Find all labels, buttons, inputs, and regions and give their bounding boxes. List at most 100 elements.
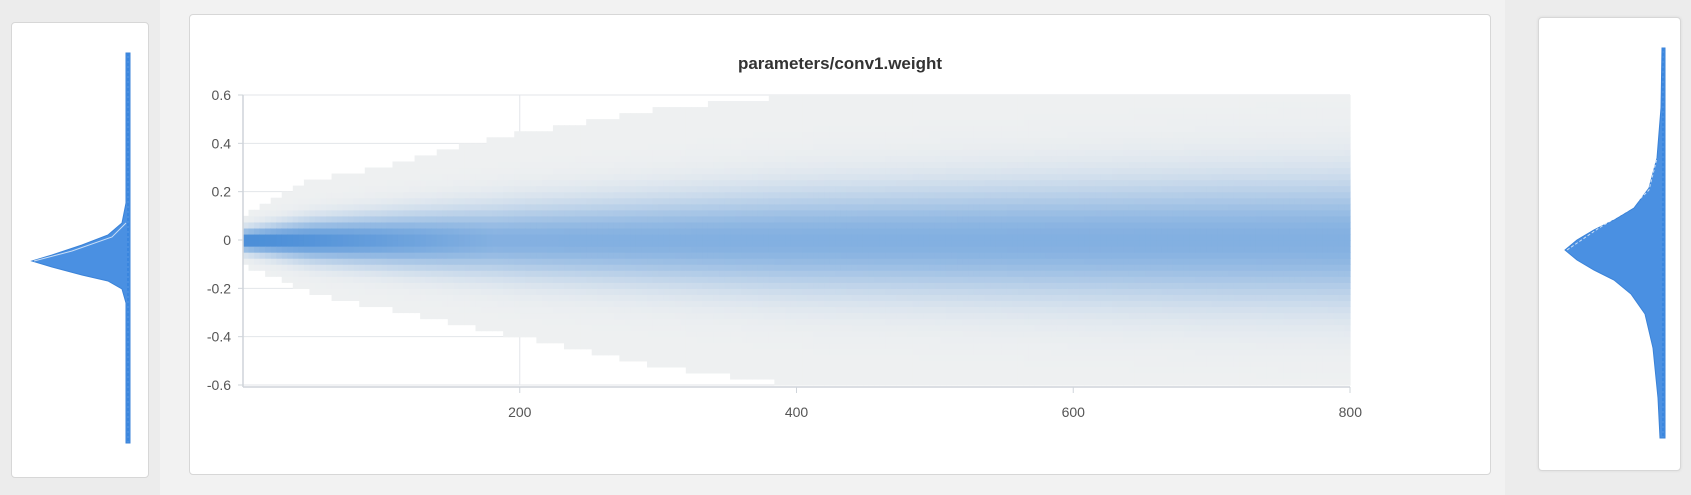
heatmap-cell <box>514 330 521 338</box>
heatmap-cell <box>558 131 565 138</box>
heatmap-cell <box>746 252 753 259</box>
first-step-histogram-panel[interactable] <box>11 22 149 478</box>
heatmap-cell <box>492 227 499 235</box>
heatmap-cell <box>696 113 704 120</box>
heatmap-cell <box>519 191 526 199</box>
heatmap-cell <box>564 336 571 344</box>
heatmap-cell <box>619 221 626 229</box>
heatmap-cell <box>635 300 643 308</box>
heatmap-cell <box>680 324 687 332</box>
heatmap-cell <box>403 258 410 265</box>
heatmap-cell <box>929 167 936 175</box>
heatmap-cell <box>973 270 980 277</box>
heatmap-cell <box>602 155 609 163</box>
heatmap-cell <box>885 221 892 229</box>
heatmap-cell <box>564 233 571 241</box>
heatmap-cell <box>696 155 704 163</box>
heatmap-cell <box>763 330 770 338</box>
heatmap-cell <box>375 288 382 295</box>
heatmap-cell <box>497 246 504 253</box>
heatmap-cell <box>929 354 936 362</box>
heatmap-cell <box>547 215 554 223</box>
heatmap-cell <box>752 264 759 271</box>
heatmap-cell <box>746 221 753 229</box>
heatmap-cell <box>508 264 515 271</box>
heatmap-cell <box>824 312 831 320</box>
heatmap-cell <box>492 276 499 283</box>
heatmap-cell <box>735 342 742 350</box>
heatmap-cell <box>652 354 659 362</box>
heatmap-cell <box>580 227 587 235</box>
heatmap-cell <box>774 143 781 150</box>
heatmap-cell <box>254 252 261 259</box>
heatmap-cell <box>840 233 847 241</box>
heatmap-cell <box>497 300 504 308</box>
heatmap-cell <box>984 167 991 175</box>
heatmap-cell <box>353 252 360 259</box>
heatmap-cell <box>851 155 858 163</box>
heatmap-cell <box>741 125 748 132</box>
heatmap-cell <box>674 179 681 187</box>
heatmap-cell <box>464 318 471 326</box>
heatmap-cell <box>647 240 654 247</box>
heatmap-cell <box>968 288 975 295</box>
heatmap-cell <box>802 258 809 265</box>
heatmap-cell <box>658 119 665 126</box>
heatmap-cell <box>536 240 543 247</box>
heatmap-cell <box>503 240 510 247</box>
heatmap-cell <box>680 240 687 247</box>
heatmap-cell <box>973 209 980 217</box>
heatmap-cell <box>951 233 958 241</box>
heatmap-cell <box>652 167 659 175</box>
heatmap-cell <box>353 246 360 253</box>
heatmap-cell <box>945 215 953 223</box>
heatmap-cell <box>796 330 803 338</box>
heatmap-cell <box>481 318 488 326</box>
heatmap-cell <box>945 155 953 163</box>
heatmap-cell <box>918 258 925 265</box>
heatmap-cell <box>929 221 936 229</box>
heatmap-cell <box>707 191 715 199</box>
heatmap-cell <box>746 324 753 332</box>
heatmap-cell <box>890 107 897 114</box>
heatmap-cell <box>409 173 416 181</box>
heatmap-cell <box>907 95 914 102</box>
heatmap-cell <box>790 318 798 326</box>
heatmap-cell <box>707 209 715 217</box>
heatmap-cell <box>359 288 366 295</box>
heatmap-cell <box>763 288 770 295</box>
heatmap-cell <box>763 131 770 138</box>
heatmap-cell <box>846 294 853 302</box>
heatmap-cell <box>945 288 953 295</box>
heatmap-cell <box>873 215 881 223</box>
heatmap-cell <box>508 227 515 235</box>
heatmap-cell <box>431 306 438 314</box>
heatmap-cell <box>635 221 643 229</box>
heatmap-cell <box>945 306 953 314</box>
heatmap-cell <box>923 246 930 253</box>
heatmap-cell <box>464 300 471 308</box>
heatmap-cell <box>929 252 936 259</box>
heatmap-cell <box>469 221 477 229</box>
heatmap-cell <box>896 282 903 289</box>
heatmap-cell <box>580 246 587 253</box>
heatmap-cell <box>458 227 465 235</box>
heatmap-cell <box>481 161 488 169</box>
heatmap-cell <box>990 288 997 295</box>
heatmap-cell <box>602 276 609 283</box>
heatmap-cell <box>741 318 748 326</box>
heatmap-cell <box>746 149 753 157</box>
heatmap-cell <box>497 282 504 289</box>
heatmap-cell <box>608 215 615 223</box>
heatmap-cell <box>846 336 853 344</box>
heatmap-cell <box>702 155 709 163</box>
heatmap-cell <box>901 95 908 102</box>
heatmap-cell <box>879 276 886 283</box>
heatmap-cell <box>873 246 881 253</box>
heatmap-cell <box>575 330 582 338</box>
heatmap-cell <box>896 137 903 144</box>
heatmap-cell <box>912 197 919 205</box>
heatmap-cell <box>879 143 886 150</box>
heatmap-cell <box>813 233 820 241</box>
heatmap-cell <box>641 149 648 157</box>
